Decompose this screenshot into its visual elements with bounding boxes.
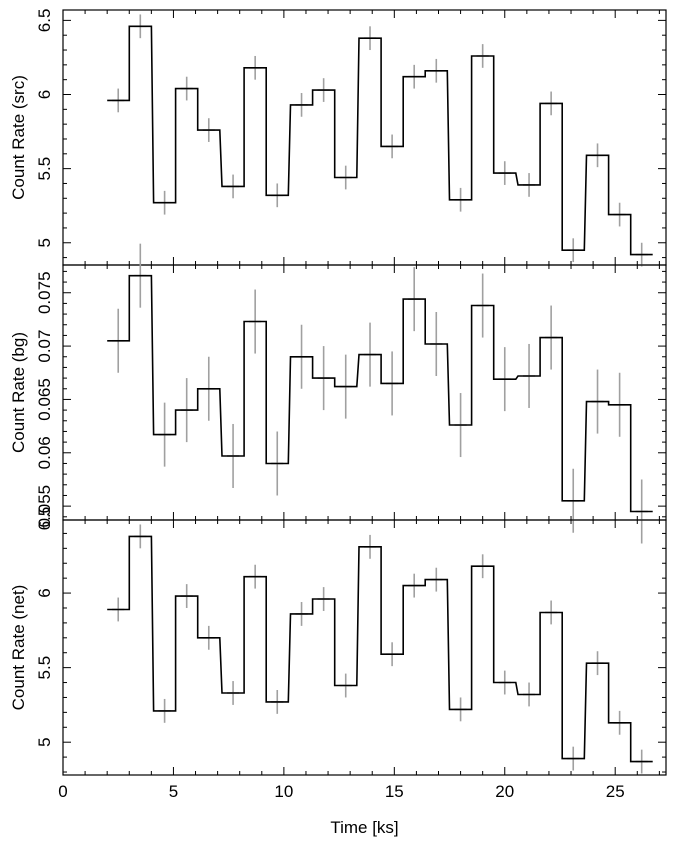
y-tick-label: 6 [35,90,54,99]
y-tick-label: 6 [35,588,54,597]
y-tick-label: 0.07 [35,330,54,363]
y-tick-label: 5.5 [35,656,54,680]
panel-src: 5 5.5 6 6.5 Count Rate (src) [9,9,667,267]
y-tick-label: 0.06 [35,436,54,469]
y-tick-label: 5.5 [35,157,54,181]
y-tick-label: 5 [35,737,54,746]
y-axis-label-bg: Count Rate (bg) [9,332,28,453]
x-tick-label: 5 [169,782,178,801]
step-line-bg [107,274,653,513]
y-tick-label: 0.065 [35,378,54,421]
x-tick-label: 20 [495,782,514,801]
x-axis-label: Time [ks] [330,818,398,837]
x-tick-label: 10 [274,782,293,801]
y-tick-label: 5 [35,238,54,247]
panel-net: 5 5.5 6 6.5 0 5 10 15 20 25 Count Rate (net) Time [… [9,507,667,837]
y-tick-label: 6.5 [35,507,54,531]
y-tick-label: 0.075 [35,271,54,314]
y-axis-label-net: Count Rate (net) [9,585,28,711]
step-line-net [107,535,653,763]
step-line-src [107,25,653,256]
y-tick-label: 6.5 [35,9,54,33]
x-tick-label: 0 [58,782,67,801]
y-axis-label-src: Count Rate (src) [9,75,28,200]
panel-bg: 0.055 0.06 0.065 0.07 0.075 Count Rate (bg) [9,243,667,544]
x-tick-label: 15 [385,782,404,801]
x-tick-label: 25 [606,782,625,801]
y-tick-label: 0.055 [35,485,54,528]
plot-frame-net [62,519,667,776]
